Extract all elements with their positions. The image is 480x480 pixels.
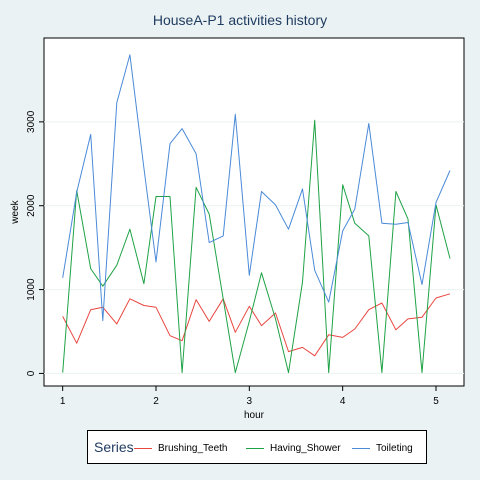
y-axis-label: week (10, 199, 21, 224)
x-tick-label: 4 (340, 396, 346, 407)
series-line-brushing-teeth (62, 293, 451, 357)
plot-area (43, 37, 465, 387)
x-tick-label: 5 (433, 396, 439, 407)
grid-lines (44, 121, 464, 374)
x-tick-label: 2 (153, 396, 159, 407)
legend-item-having-shower: Having_Shower (246, 443, 341, 454)
legend-label: Toileting (376, 443, 413, 454)
x-axis-label: hour (244, 410, 265, 421)
legend-title: Series (94, 439, 134, 455)
axes: 0 1000 2000 3000 1 2 3 4 5 (26, 110, 439, 407)
legend-item-toileting: Toileting (352, 443, 413, 454)
legend-swatch (352, 447, 370, 449)
x-tick-label: 1 (60, 396, 66, 407)
series-lines (62, 54, 451, 374)
x-tick-label: 3 (247, 396, 253, 407)
legend-swatch (134, 447, 152, 449)
legend-label: Brushing_Teeth (158, 443, 228, 454)
legend: Series Brushing_Teeth Having_Shower Toil… (87, 430, 427, 464)
chart-title: HouseA-P1 activities history (152, 12, 328, 28)
y-tick-label: 1000 (26, 278, 37, 301)
series-line-toileting (62, 54, 451, 322)
legend-item-brushing-teeth: Brushing_Teeth (134, 443, 228, 454)
y-tick-label: 2000 (26, 194, 37, 217)
legend-label: Having_Shower (270, 443, 341, 454)
series-line-having-shower (62, 119, 451, 374)
y-tick-label: 0 (26, 370, 37, 376)
legend-swatch (246, 447, 264, 449)
y-tick-label: 3000 (26, 110, 37, 133)
